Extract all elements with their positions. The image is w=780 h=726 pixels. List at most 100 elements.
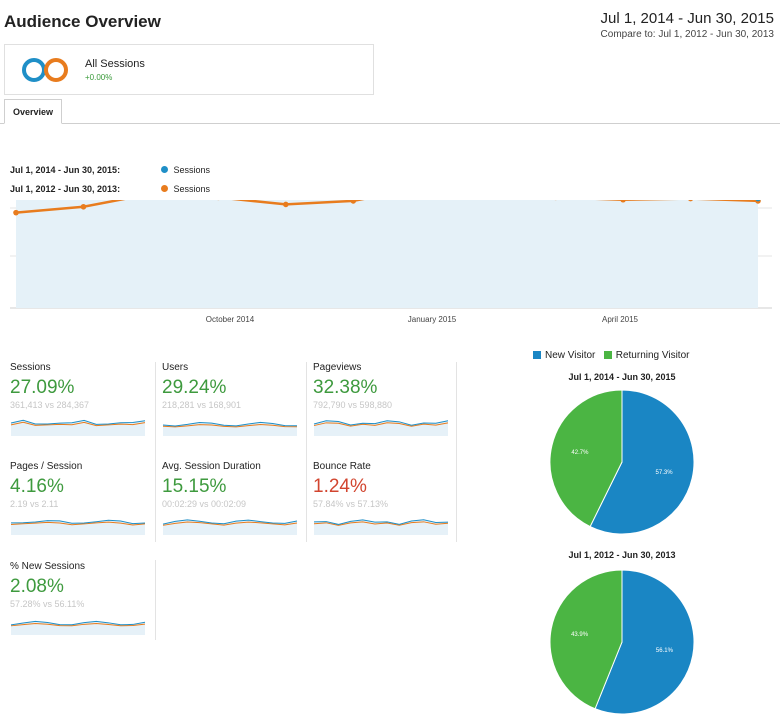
segment-selector[interactable]: All Sessions +0.00% (4, 44, 374, 95)
metric-compare: 2.19 vs 2.11 (10, 499, 59, 509)
metric-pageviews[interactable]: Pageviews 32.38% 792,790 vs 598,880 (313, 362, 453, 442)
sparkline-previous (10, 521, 146, 526)
date-range-picker[interactable]: Jul 1, 2014 - Jun 30, 2015 Compare to: J… (601, 10, 774, 40)
pie-chart-current[interactable]: 57.3% 42.7% (546, 386, 698, 538)
pie-slice-new-visitor[interactable] (594, 569, 695, 715)
sparkline-current (10, 620, 146, 626)
sparkline-previous (162, 424, 298, 428)
metric-sparkline (313, 519, 449, 535)
legend-current-dot (160, 166, 168, 173)
metric-sparkline (162, 519, 298, 535)
sparkline-current (313, 420, 449, 426)
metric-sessions[interactable]: Sessions 27.09% 361,413 vs 284,367 (10, 362, 150, 442)
metric-value: 1.24% (313, 476, 367, 497)
metric-sparkline (10, 419, 146, 436)
legend-previous-period: Jul 1, 2012 - Jun 30, 2013: (10, 184, 121, 194)
legend-previous-series: Sessions (173, 184, 211, 194)
metric-name: Pageviews (313, 362, 362, 373)
metric-divider (155, 560, 156, 640)
pie-slice-returning-visitor[interactable] (549, 569, 623, 710)
series-area-current (16, 200, 758, 308)
metric-name: Avg. Session Duration (162, 461, 261, 472)
metric-name: Sessions (10, 362, 51, 373)
tab-overview[interactable]: Overview (4, 99, 62, 124)
data-point-previous (80, 203, 87, 210)
legend-new-visitor-swatch (533, 351, 541, 359)
sparkline-previous (313, 521, 449, 526)
segment-rings-icon (22, 58, 68, 82)
legend-current: Jul 1, 2014 - Jun 30, 2015: Sessions (10, 165, 210, 175)
pie-title-current: Jul 1, 2014 - Jun 30, 2015 (568, 372, 676, 382)
metric-compare: 57.28% vs 56.11% (10, 599, 85, 609)
sparkline-previous (10, 421, 146, 427)
metric-name: Pages / Session (10, 461, 83, 472)
sparkline-current (10, 519, 146, 525)
x-tick-label: January 2015 (408, 315, 457, 324)
date-range-label[interactable]: Jul 1, 2014 - Jun 30, 2015 (600, 10, 774, 27)
legend-previous: Jul 1, 2012 - Jun 30, 2013: Sessions (10, 184, 210, 194)
metric-value: 2.08% (10, 576, 64, 597)
sparkline-current (313, 519, 449, 525)
metric-value: 29.24% (162, 377, 227, 398)
pie-slice-label: 57.3% (656, 470, 674, 476)
metric-new-sessions[interactable]: % New Sessions 2.08% 57.28% vs 56.11% (10, 561, 150, 641)
legend-current-series: Sessions (173, 165, 211, 175)
metric-divider (306, 362, 307, 542)
metric-divider (456, 362, 457, 542)
metric-sparkline (313, 420, 449, 436)
compare-range-label: Compare to: Jul 1, 2012 - Jun 30, 2013 (600, 29, 774, 40)
sparkline-current (162, 421, 298, 427)
pie-slice-label: 43.9% (571, 632, 589, 638)
data-point-previous (350, 200, 357, 204)
metric-compare: 57.84% vs 57.13% (313, 499, 389, 509)
sparkline-previous (162, 521, 298, 526)
metric-compare: 792,790 vs 598,880 (313, 400, 393, 410)
pie-title-previous: Jul 1, 2012 - Jun 30, 2013 (568, 550, 676, 560)
x-tick-label: April 2015 (602, 315, 639, 324)
pie-chart-previous[interactable]: 56.1% 43.9% (546, 566, 698, 718)
sparkline-area (163, 519, 297, 535)
sparkline-current (10, 419, 146, 425)
pie-legend: New Visitor Returning Visitor (533, 350, 689, 361)
legend-returning-visitor: Returning Visitor (615, 350, 690, 361)
data-point-current (755, 200, 761, 202)
metric-avg-session-duration[interactable]: Avg. Session Duration 15.15% 00:02:29 vs 0… (162, 461, 302, 541)
data-point-previous (620, 200, 626, 203)
metric-compare: 00:02:29 vs 00:02:09 (162, 499, 247, 509)
tab-bar: Overview (0, 99, 780, 124)
sparkline-area (11, 520, 145, 535)
metric-sparkline (10, 519, 146, 535)
metric-bounce-rate[interactable]: Bounce Rate 1.24% 57.84% vs 57.13% (313, 461, 453, 541)
pie-slice-returning-visitor[interactable] (549, 389, 623, 528)
metric-value: 32.38% (313, 377, 378, 398)
metric-pages-session[interactable]: Pages / Session 4.16% 2.19 vs 2.11 (10, 461, 150, 541)
segment-label: All Sessions (85, 58, 145, 70)
metric-value: 27.09% (10, 377, 75, 398)
metric-users[interactable]: Users 29.24% 218,281 vs 168,901 (162, 362, 302, 442)
data-point-previous (13, 209, 19, 216)
pie-slice-new-visitor[interactable] (589, 389, 695, 535)
pie-slice-label: 56.1% (656, 648, 674, 654)
sparkline-previous (10, 623, 146, 627)
data-point-previous (283, 201, 289, 208)
sparkline-current (162, 519, 298, 525)
x-tick-label: October 2014 (206, 315, 255, 324)
metric-name: Bounce Rate (313, 461, 371, 472)
metric-name: Users (162, 362, 189, 373)
metric-divider (155, 362, 156, 542)
legend-previous-dot (160, 185, 168, 192)
metric-compare: 218,281 vs 168,901 (162, 400, 242, 410)
metric-sparkline (162, 421, 298, 436)
legend-returning-visitor-swatch (603, 351, 612, 359)
metric-name: % New Sessions (10, 561, 86, 572)
sparkline-previous (313, 422, 449, 427)
legend-new-visitor: New Visitor (545, 350, 596, 361)
legend-current-period: Jul 1, 2014 - Jun 30, 2015: (10, 165, 121, 175)
metric-compare: 361,413 vs 284,367 (10, 400, 90, 410)
data-point-previous (688, 200, 693, 202)
segment-percentage: +0.00% (85, 73, 113, 82)
metric-value: 4.16% (10, 476, 64, 497)
sparkline-area (163, 422, 297, 436)
metric-value: 15.15% (162, 476, 227, 497)
